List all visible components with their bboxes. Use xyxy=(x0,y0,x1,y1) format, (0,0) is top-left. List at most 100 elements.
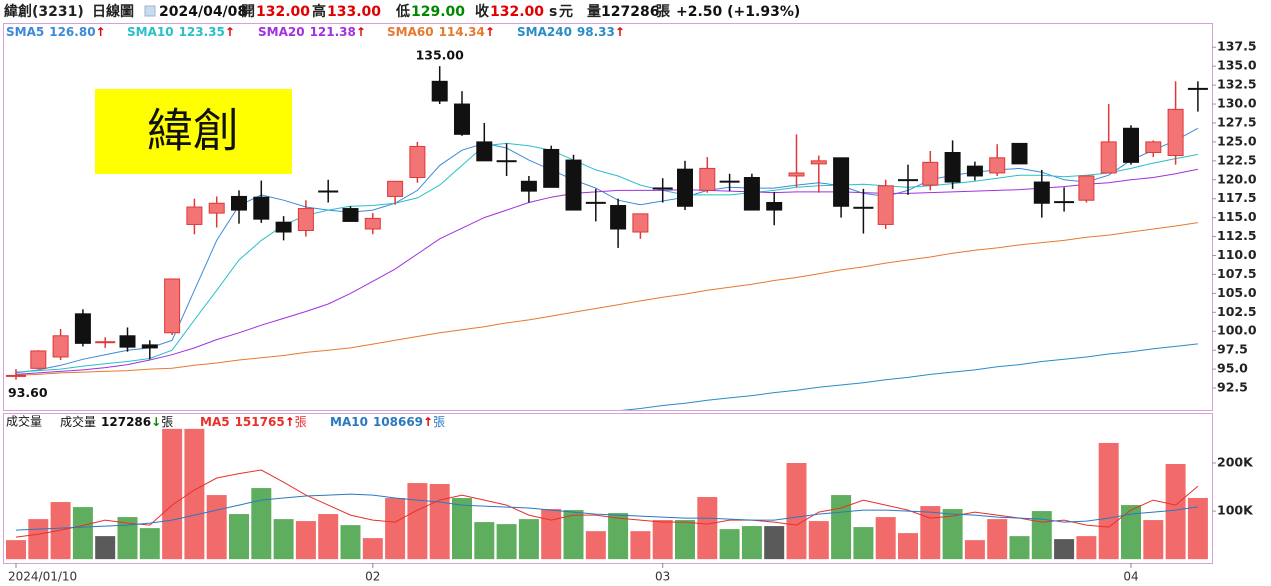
volume-bar xyxy=(1076,536,1097,560)
header-item: 收 xyxy=(475,3,490,20)
ma-legend: SMA20 121.38↑ xyxy=(258,25,366,39)
legend-trend: ↑ xyxy=(285,415,295,429)
volume-bar xyxy=(295,521,316,560)
candle-body xyxy=(1123,127,1139,163)
volume-bar xyxy=(764,526,785,560)
ma-legend: SMA5 126.80↑ xyxy=(6,25,106,39)
y-tick-label: 107.5 xyxy=(1217,266,1257,281)
candle-body xyxy=(476,141,493,162)
header-item: 低 xyxy=(395,3,410,20)
volume-bar xyxy=(474,522,495,560)
header-item: 2024/04/08 xyxy=(159,4,247,20)
extreme-label: 135.00 xyxy=(416,48,465,63)
candle-body xyxy=(677,168,693,207)
header-item: 127286 xyxy=(601,4,659,20)
volume-bar xyxy=(675,520,695,560)
y-tick-label: 95.0 xyxy=(1217,361,1248,376)
candle-body xyxy=(699,167,716,191)
candle-body xyxy=(853,206,874,209)
candle-body xyxy=(944,152,961,183)
volume-bar xyxy=(184,428,205,560)
volume-bar xyxy=(1187,497,1208,560)
header-item: 132.00 xyxy=(256,4,310,20)
volume-bar xyxy=(630,531,651,560)
volume-bar xyxy=(853,527,874,560)
candle-body xyxy=(520,180,537,192)
legend-value: 127286 xyxy=(101,415,151,429)
volume-bar xyxy=(920,506,941,560)
volume-bar xyxy=(1031,511,1052,560)
header-item: 129.00 xyxy=(411,4,465,20)
volume-bar xyxy=(786,463,807,560)
candle-body xyxy=(95,341,116,344)
x-tick-label: 04 xyxy=(1123,570,1138,584)
ma-legend: SMA60 114.34↑ xyxy=(387,25,495,39)
candle-body xyxy=(585,201,606,204)
candle-body xyxy=(52,335,69,358)
candle-body xyxy=(1100,141,1117,174)
candle-body xyxy=(342,208,359,222)
header-item: 133.00 xyxy=(327,4,381,20)
y-tick-label: 127.5 xyxy=(1217,114,1257,129)
candle-body xyxy=(1078,175,1095,201)
volume-ma-line xyxy=(15,469,1199,538)
volume-bar xyxy=(139,528,160,560)
volume-bar xyxy=(206,495,227,560)
legend-trend: ↑ xyxy=(423,415,433,429)
y-tick-label: 137.5 xyxy=(1217,39,1257,54)
candle-body xyxy=(1011,142,1028,165)
y-tick-label: 130.0 xyxy=(1217,96,1257,111)
volume-bar xyxy=(28,519,49,560)
candle-body xyxy=(318,190,339,193)
legend-trend: ↑ xyxy=(225,25,235,39)
header-item: 量 xyxy=(587,4,601,20)
volume-bar xyxy=(541,509,562,560)
volume-bar xyxy=(1098,442,1119,560)
volume-bar xyxy=(964,540,985,560)
candle-body xyxy=(1033,181,1050,204)
candle-body xyxy=(275,221,292,233)
volume-bar xyxy=(362,538,383,560)
legend-name: 成交量 xyxy=(60,414,96,429)
candle-body xyxy=(898,179,918,182)
legend-name: MA10 xyxy=(330,415,368,429)
header-item: s xyxy=(549,4,557,20)
volume-bar xyxy=(987,519,1008,560)
volume-bar xyxy=(1165,464,1186,560)
volume-bar xyxy=(251,488,272,560)
volume-bar xyxy=(72,507,93,560)
volume-bar xyxy=(741,526,762,560)
candle-body xyxy=(966,165,983,177)
y-tick-label: 110.0 xyxy=(1217,247,1257,262)
volume-bar xyxy=(162,428,183,560)
y-tick-label: 122.5 xyxy=(1217,152,1257,167)
volume-bar xyxy=(1143,520,1164,560)
candle-body xyxy=(208,202,225,214)
y-tick-label: 117.5 xyxy=(1217,190,1257,205)
legend-trend: ↑ xyxy=(615,25,625,39)
candle-body xyxy=(231,195,247,211)
volume-bar xyxy=(385,498,406,560)
legend-value: 126.80 xyxy=(49,25,95,39)
legend-value: 108669 xyxy=(373,415,423,429)
candle-body xyxy=(610,205,627,230)
volume-bar xyxy=(585,531,606,560)
legend-unit: 張 xyxy=(161,415,173,429)
volume-bar xyxy=(898,533,918,560)
y-tick-label: 135.0 xyxy=(1217,58,1257,73)
candle-body xyxy=(1054,201,1075,204)
volume-ma-line xyxy=(15,493,1198,531)
candle-body xyxy=(141,344,158,349)
volume-bar xyxy=(808,521,829,560)
candle-body xyxy=(164,278,181,334)
y-tick-label: 115.0 xyxy=(1217,209,1257,224)
volume-bar xyxy=(1121,505,1141,560)
y-tick-label: 97.5 xyxy=(1217,342,1248,357)
x-tick-label: 02 xyxy=(365,570,380,584)
candle-body xyxy=(74,313,91,344)
volume-bar xyxy=(273,519,294,560)
y-tick-label: 105.0 xyxy=(1217,285,1257,300)
candle-body xyxy=(119,335,136,348)
volume-bar xyxy=(608,513,629,560)
calendar-icon[interactable] xyxy=(144,5,156,17)
